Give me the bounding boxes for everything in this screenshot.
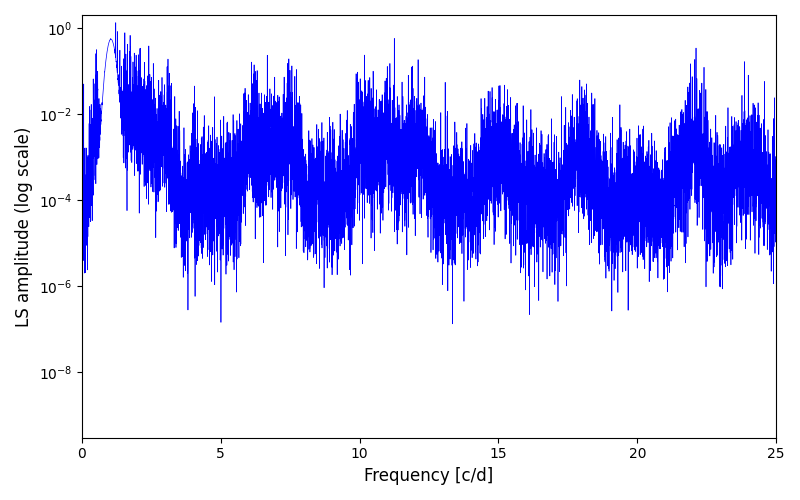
Y-axis label: LS amplitude (log scale): LS amplitude (log scale) [15,126,33,326]
X-axis label: Frequency [c/d]: Frequency [c/d] [364,467,494,485]
